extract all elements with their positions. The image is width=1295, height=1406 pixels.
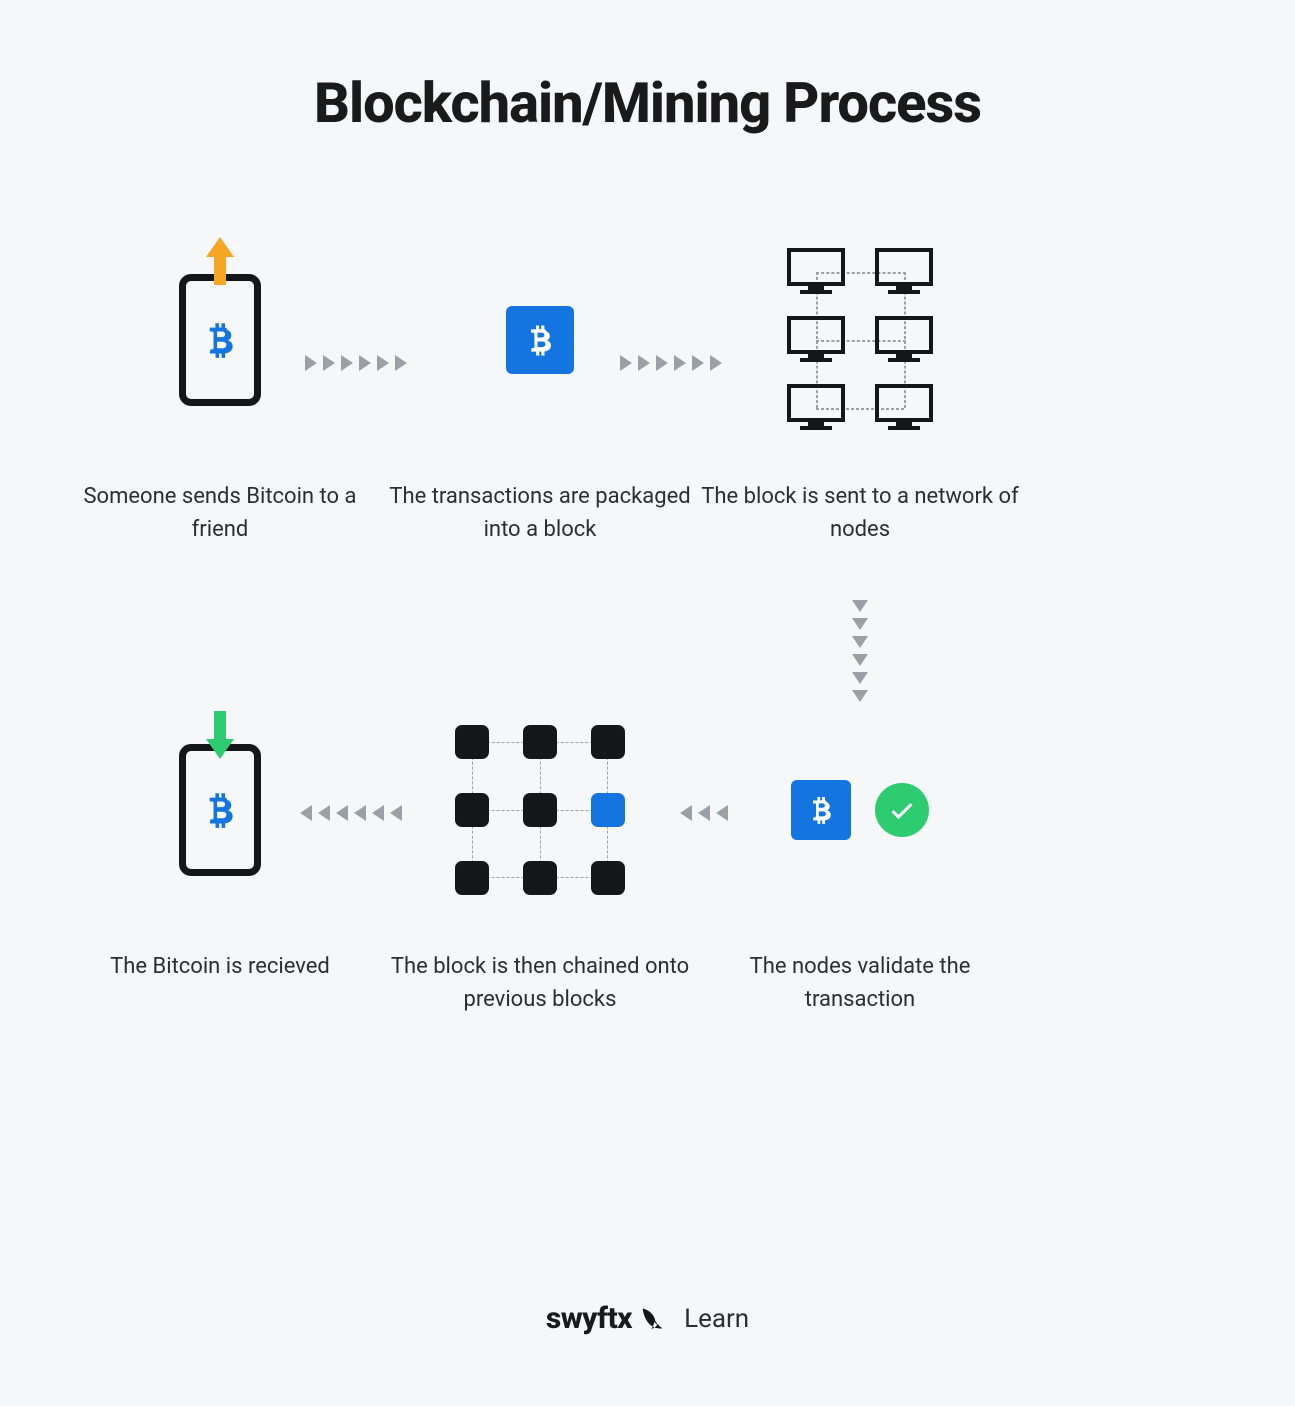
step-5: The block is then chained onto previous … — [380, 710, 700, 1016]
bitcoin-icon — [808, 793, 834, 827]
phone-send-icon — [179, 274, 261, 406]
step-6: The Bitcoin is recieved — [60, 710, 380, 983]
step-3: The block is sent to a network of nodes — [700, 240, 1020, 546]
step-5-caption: The block is then chained onto previous … — [380, 950, 700, 1016]
step-1: Someone sends Bitcoin to a friend — [60, 240, 380, 546]
step-4: The nodes validate the transaction — [700, 710, 1020, 1016]
step-2-caption: The transactions are packaged into a blo… — [380, 480, 700, 546]
blockchain-icon — [455, 725, 625, 895]
monitor-icon — [874, 247, 934, 297]
footer-sub: Learn — [684, 1304, 749, 1334]
page-title: Blockchain/Mining Process — [0, 0, 1295, 136]
receive-arrow-icon — [211, 711, 229, 759]
checkmark-icon — [875, 783, 929, 837]
monitor-icon — [786, 247, 846, 297]
step-1-caption: Someone sends Bitcoin to a friend — [60, 480, 380, 546]
send-arrow-icon — [211, 237, 229, 285]
step-3-caption: The block is sent to a network of nodes — [700, 480, 1020, 546]
bitcoin-icon — [525, 321, 555, 359]
swyftx-bird-icon — [638, 1305, 666, 1333]
block-icon — [506, 306, 574, 374]
bitcoin-icon — [202, 318, 238, 362]
monitor-icon — [874, 315, 934, 365]
network-nodes-icon — [786, 247, 934, 433]
monitor-icon — [786, 383, 846, 433]
step-2: The transactions are packaged into a blo… — [380, 240, 700, 546]
connector-3-4 — [852, 600, 868, 702]
monitor-icon — [786, 315, 846, 365]
brand-text: swyftx — [546, 1301, 632, 1336]
footer: swyftx Learn — [0, 1301, 1295, 1336]
phone-receive-icon — [179, 744, 261, 876]
step-6-caption: The Bitcoin is recieved — [60, 950, 380, 983]
process-grid: Someone sends Bitcoin to a friend The tr… — [0, 240, 1295, 1140]
active-block-icon — [591, 793, 625, 827]
block-icon — [791, 780, 851, 840]
bitcoin-icon — [202, 788, 238, 832]
validate-icon — [791, 780, 929, 840]
brand-logo: swyftx — [546, 1301, 666, 1336]
monitor-icon — [874, 383, 934, 433]
step-4-caption: The nodes validate the transaction — [700, 950, 1020, 1016]
